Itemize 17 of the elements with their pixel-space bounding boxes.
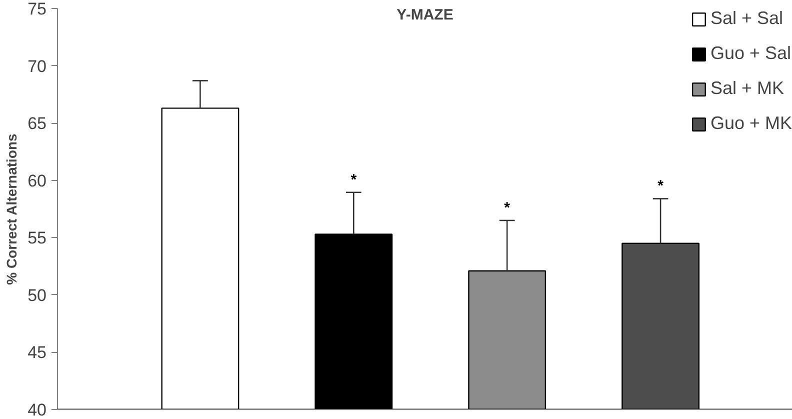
y-tick-label: 60 <box>28 171 47 190</box>
annotation: * <box>658 178 664 195</box>
y-tick-label: 55 <box>28 228 47 248</box>
y-axis-title: % Correct Alternations <box>4 133 20 285</box>
annotation: * <box>350 171 357 188</box>
y-tick-label: 45 <box>28 343 47 362</box>
y-tick-label: 40 <box>28 400 47 419</box>
y-tick-label: 50 <box>28 286 47 305</box>
y-tick-label: 65 <box>28 114 47 134</box>
chart-title: Y-MAZE <box>396 6 454 24</box>
legend-label: Sal + MK <box>710 78 784 99</box>
legend-label: Sal + Sal <box>710 8 783 29</box>
y-tick-label: 70 <box>28 56 47 76</box>
y-tick-label: 75 <box>28 0 47 18</box>
legend-label: Guo + MK <box>710 113 792 134</box>
annotation: * <box>504 199 510 216</box>
legend-label: Guo + Sal <box>710 43 792 64</box>
